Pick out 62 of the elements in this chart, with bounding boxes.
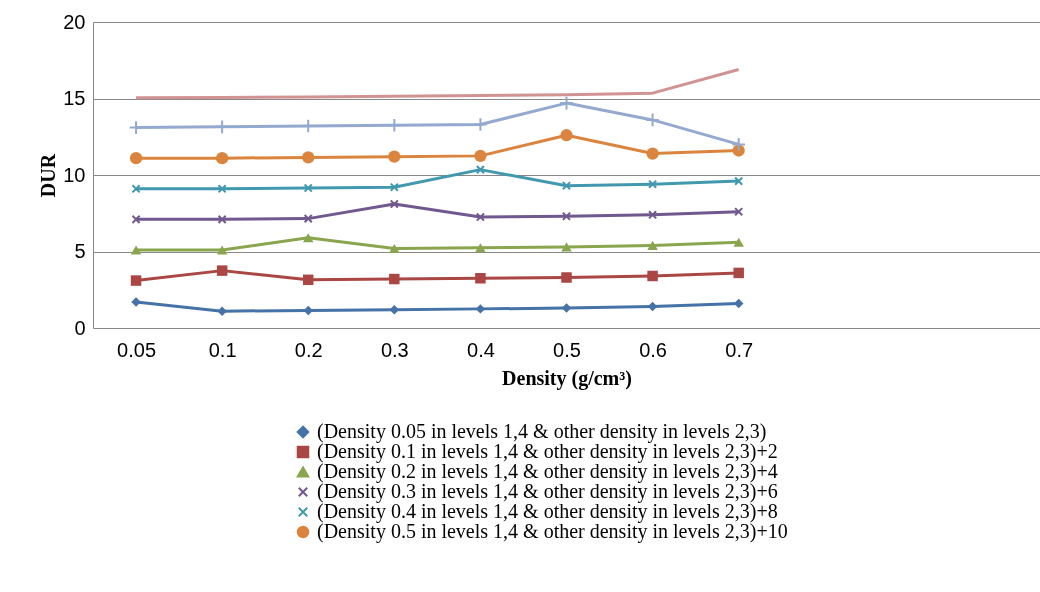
point — [475, 212, 485, 222]
point — [474, 149, 487, 162]
point — [475, 273, 486, 284]
x-tick-label: 0.4 — [467, 338, 495, 361]
point — [217, 214, 227, 224]
point — [129, 152, 143, 165]
point — [303, 214, 313, 224]
point — [389, 273, 400, 285]
point — [561, 272, 572, 283]
point — [561, 242, 572, 252]
point — [646, 147, 659, 160]
point — [734, 207, 744, 217]
point — [560, 129, 573, 142]
x-tick-label: 0.1 — [208, 338, 237, 361]
point — [217, 306, 227, 316]
point — [214, 119, 230, 135]
point — [131, 214, 141, 224]
point — [303, 183, 313, 193]
point — [648, 210, 658, 220]
point — [734, 176, 744, 186]
x-tick-label: 0.05 — [117, 338, 157, 361]
point — [559, 95, 574, 111]
point — [561, 211, 572, 221]
point — [389, 182, 399, 192]
x-axis-title: Density (g/cm³) — [502, 366, 632, 390]
point — [473, 117, 488, 132]
point — [561, 181, 572, 191]
point — [733, 267, 744, 279]
point — [647, 270, 658, 282]
point — [302, 233, 314, 243]
x-tick-label: 0.6 — [639, 338, 667, 361]
y-tick-label: 0 — [74, 316, 86, 339]
point — [731, 137, 747, 152]
x-tick-label: 0.5 — [553, 338, 581, 361]
legend-label: (Density 0.05 in levels 1,4 & other density in levels 2,3) — [317, 420, 767, 443]
y-tick-label: 20 — [63, 10, 86, 33]
point — [217, 184, 227, 194]
y-tick-label: 10 — [63, 163, 86, 186]
point — [645, 112, 660, 128]
x-tick-label: 0.7 — [725, 338, 754, 361]
point — [388, 150, 401, 163]
line-series — [134, 67, 741, 100]
point — [475, 243, 486, 253]
y-tick-label: 5 — [74, 240, 86, 262]
point — [733, 237, 744, 247]
point — [302, 151, 315, 164]
point — [130, 275, 142, 286]
point — [647, 240, 658, 250]
point — [389, 243, 400, 253]
point — [216, 152, 229, 165]
x-tick-label: 0.2 — [294, 338, 323, 361]
x-tick-label: 0.3 — [380, 338, 409, 361]
point — [302, 274, 314, 286]
point — [475, 165, 485, 175]
point — [130, 245, 142, 255]
point — [389, 199, 399, 209]
point — [648, 179, 658, 189]
point — [131, 184, 141, 194]
point — [216, 245, 228, 255]
y-tick-label: 15 — [63, 87, 86, 109]
point — [216, 265, 228, 276]
y-axis-title: DUR — [37, 153, 60, 198]
